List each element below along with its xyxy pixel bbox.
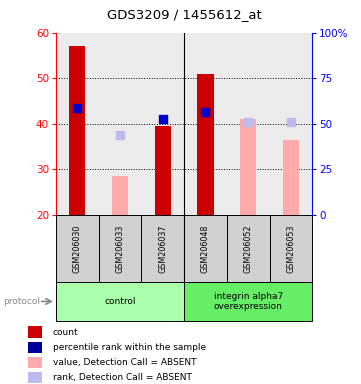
Text: rank, Detection Call = ABSENT: rank, Detection Call = ABSENT [53, 373, 192, 382]
Text: protocol: protocol [4, 297, 40, 306]
Bar [69, 46, 86, 215]
Bar [197, 74, 214, 215]
Text: GSM206053: GSM206053 [286, 224, 295, 273]
Point [74, 105, 80, 111]
Text: percentile rank within the sample: percentile rank within the sample [53, 343, 206, 352]
FancyBboxPatch shape [270, 215, 312, 282]
FancyBboxPatch shape [142, 215, 184, 282]
Bar [29, 357, 42, 368]
Text: count: count [53, 328, 78, 336]
FancyBboxPatch shape [56, 282, 184, 321]
Bar [29, 326, 42, 338]
Bar [155, 126, 171, 215]
Bar [283, 140, 299, 215]
Point [160, 116, 166, 122]
Text: control: control [104, 297, 136, 306]
FancyBboxPatch shape [99, 215, 142, 282]
Text: GSM206048: GSM206048 [201, 225, 210, 273]
Text: GDS3209 / 1455612_at: GDS3209 / 1455612_at [107, 8, 261, 21]
Point [245, 119, 251, 125]
Text: integrin alpha7
overexpression: integrin alpha7 overexpression [214, 292, 283, 311]
FancyBboxPatch shape [227, 215, 270, 282]
Text: GSM206037: GSM206037 [158, 224, 167, 273]
Bar [29, 341, 42, 353]
FancyBboxPatch shape [56, 215, 99, 282]
Point [203, 109, 208, 116]
FancyBboxPatch shape [184, 282, 312, 321]
Point [117, 132, 123, 138]
Text: value, Detection Call = ABSENT: value, Detection Call = ABSENT [53, 358, 196, 367]
Text: GSM206030: GSM206030 [73, 225, 82, 273]
Text: GSM206033: GSM206033 [116, 225, 125, 273]
Bar [112, 176, 128, 215]
Bar [29, 372, 42, 383]
Point [288, 119, 294, 125]
Bar [240, 119, 256, 215]
Text: GSM206052: GSM206052 [244, 224, 253, 273]
FancyBboxPatch shape [184, 215, 227, 282]
